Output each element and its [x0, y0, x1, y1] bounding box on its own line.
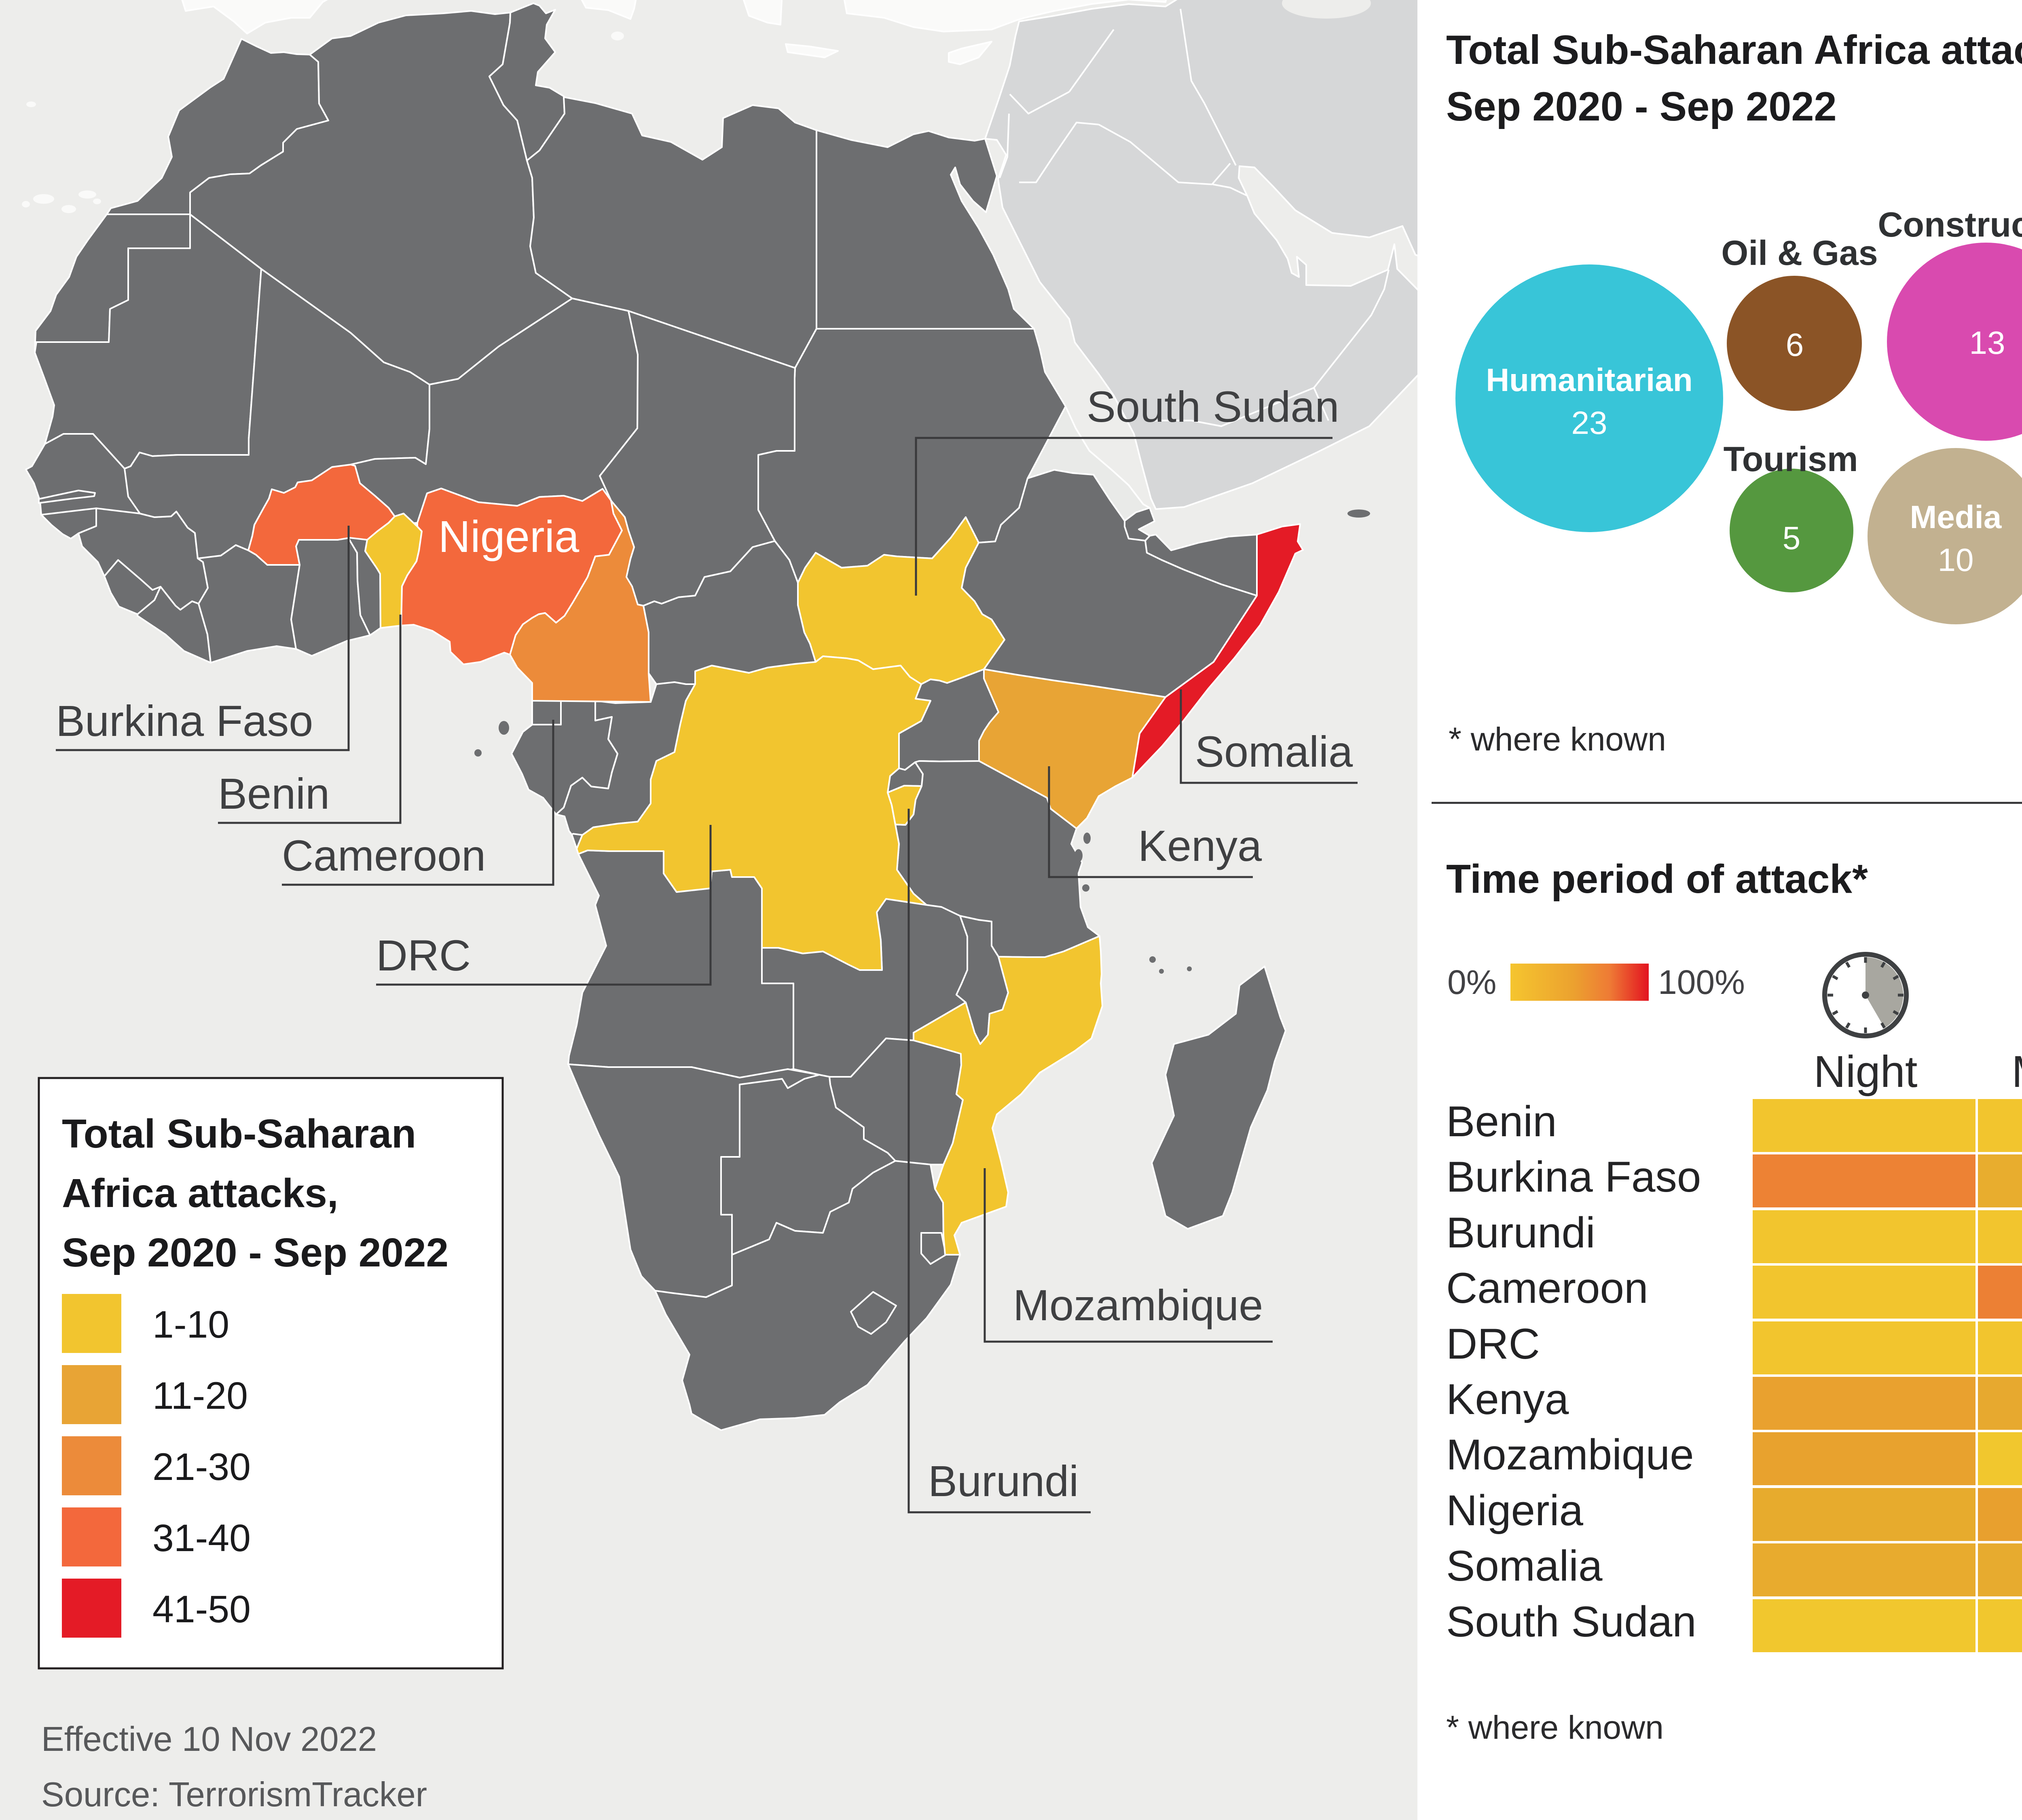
svg-text:Time period of attack*: Time period of attack* [1446, 856, 1868, 902]
svg-text:Effective 10 Nov 2022: Effective 10 Nov 2022 [41, 1720, 377, 1759]
svg-text:Source: TerrorismTracker: Source: TerrorismTracker [41, 1776, 427, 1814]
svg-text:Nigeria: Nigeria [1446, 1486, 1583, 1535]
svg-text:* where known: * where known [1446, 1709, 1664, 1746]
svg-text:Burkina Faso: Burkina Faso [1446, 1152, 1701, 1201]
svg-text:Cameroon: Cameroon [1446, 1264, 1648, 1312]
svg-text:0%: 0% [1447, 963, 1496, 1001]
svg-text:Burundi: Burundi [928, 1456, 1079, 1505]
svg-text:11-20: 11-20 [152, 1374, 248, 1417]
svg-text:Sep 2020 - Sep 2022: Sep 2020 - Sep 2022 [62, 1230, 448, 1275]
svg-text:Total Sub-Saharan: Total Sub-Saharan [62, 1111, 416, 1156]
svg-text:Benin: Benin [1446, 1097, 1557, 1146]
svg-text:100%: 100% [1658, 963, 1745, 1001]
svg-text:Cameroon: Cameroon [282, 831, 486, 880]
svg-text:Humanitarian: Humanitarian [1486, 362, 1692, 398]
svg-text:Benin: Benin [218, 769, 330, 818]
svg-text:South Sudan: South Sudan [1087, 382, 1339, 431]
svg-text:Kenya: Kenya [1138, 821, 1262, 870]
svg-text:Somalia: Somalia [1446, 1541, 1603, 1590]
svg-text:Total Sub-Saharan Africa attac: Total Sub-Saharan Africa attacks by busi… [1446, 27, 2022, 73]
svg-text:Burundi: Burundi [1446, 1208, 1595, 1257]
svg-text:Morning: Morning [2011, 1047, 2022, 1097]
svg-text:Nigeria: Nigeria [438, 512, 580, 562]
svg-text:10: 10 [1938, 542, 1974, 578]
svg-text:Mozambique: Mozambique [1013, 1281, 1263, 1330]
svg-text:13: 13 [1969, 325, 2005, 361]
svg-text:41-50: 41-50 [152, 1588, 251, 1631]
svg-text:Oil & Gas: Oil & Gas [1721, 234, 1878, 273]
svg-text:21-30: 21-30 [152, 1446, 251, 1488]
svg-text:Night: Night [1814, 1047, 1918, 1097]
svg-text:Tourism: Tourism [1724, 440, 1858, 479]
svg-text:6: 6 [1786, 327, 1804, 363]
svg-text:* where known: * where known [1449, 721, 1666, 758]
svg-text:5: 5 [1783, 520, 1801, 556]
svg-text:Sep 2020 - Sep 2022: Sep 2020 - Sep 2022 [1446, 84, 1837, 129]
svg-text:Africa attacks,: Africa attacks, [62, 1171, 338, 1216]
svg-text:31-40: 31-40 [152, 1517, 251, 1560]
svg-text:1-10: 1-10 [152, 1303, 229, 1346]
svg-text:Media: Media [1910, 499, 2002, 535]
svg-text:DRC: DRC [376, 931, 471, 980]
svg-text:Kenya: Kenya [1446, 1375, 1569, 1423]
svg-text:DRC: DRC [1446, 1319, 1540, 1368]
svg-text:23: 23 [1571, 405, 1607, 441]
svg-text:South Sudan: South Sudan [1446, 1597, 1696, 1646]
svg-text:Burkina Faso: Burkina Faso [56, 696, 313, 745]
svg-text:Somalia: Somalia [1195, 727, 1353, 776]
svg-text:Construction: Construction [1878, 205, 2022, 244]
svg-text:Mozambique: Mozambique [1446, 1430, 1694, 1479]
